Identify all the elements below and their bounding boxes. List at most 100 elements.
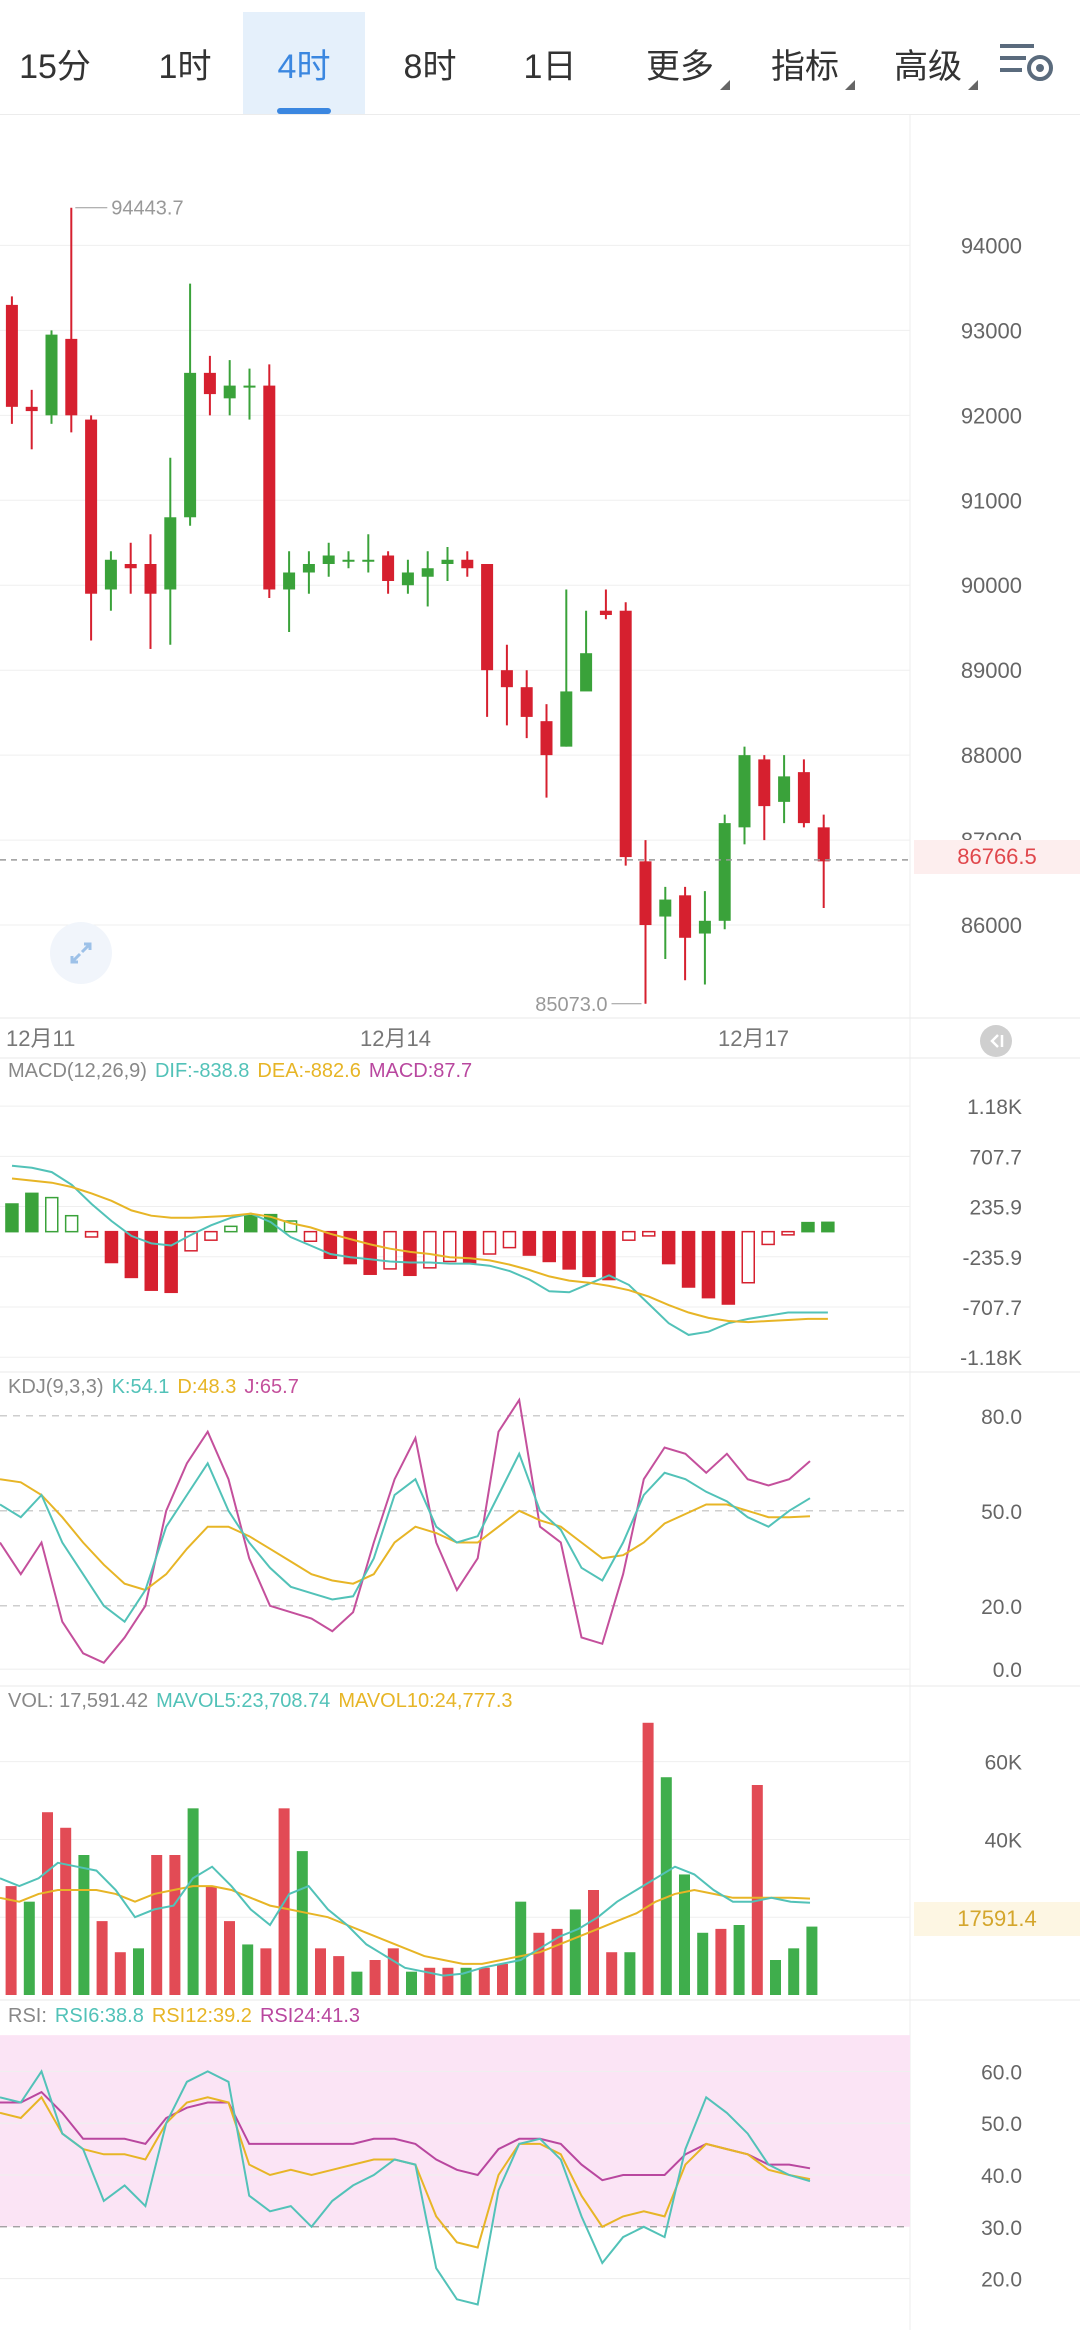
macd-legend: MACD(12,26,9) DIF:-838.8 DEA:-882.6 MACD:87…	[8, 1060, 480, 1083]
volume-bar	[679, 1874, 690, 1995]
volume-bar	[224, 1921, 235, 1995]
candle-body	[718, 823, 731, 921]
vol-tick-label: 40K	[985, 1829, 1022, 1852]
macd-histogram-bar	[224, 1225, 238, 1233]
expand-chart-button[interactable]	[50, 922, 112, 984]
tab-8h[interactable]: 8时	[403, 47, 457, 86]
macd-legend-label: MACD(12,26,9)	[8, 1060, 147, 1082]
volume-bar	[715, 1928, 727, 1995]
tab-more[interactable]: 更多	[630, 12, 730, 114]
volume-bar	[606, 1952, 618, 1995]
tab-1d[interactable]: 1日	[523, 47, 577, 86]
macd-legend-macd: MACD:87.7	[368, 1060, 473, 1082]
mavol5-line	[0, 1861, 811, 1977]
volume-bar	[60, 1827, 72, 1995]
rsi-tick-label: 40.0	[981, 2165, 1022, 2188]
price-tick-label: 86000	[961, 913, 1022, 938]
macd-histogram-bar	[661, 1230, 676, 1265]
rsi-legend-rsi24: RSI24:41.3	[259, 2005, 361, 2027]
candle-body	[362, 559, 375, 562]
volume-bar	[315, 1948, 326, 1995]
kdj-legend-k: K:54.1	[111, 1376, 170, 1398]
mavol10-line	[0, 1885, 811, 1965]
candle-body	[679, 895, 692, 938]
volume-bar	[260, 1948, 272, 1995]
macd-histogram-bar	[582, 1230, 596, 1278]
candle-body	[540, 721, 553, 756]
candle-body	[302, 564, 315, 573]
volume-bar	[333, 1956, 345, 1995]
volume-bar	[788, 1948, 800, 1995]
macd-histogram-bar	[502, 1230, 517, 1249]
price-tick-label: 90000	[961, 573, 1022, 598]
rsi-tick-label: 20.0	[981, 2269, 1022, 2292]
volume-bar	[5, 1886, 17, 1995]
tab-15min[interactable]: 15分	[19, 47, 91, 86]
kdj-tick-label: 50.0	[981, 1501, 1022, 1524]
volume-bar	[114, 1952, 126, 1995]
macd-histogram-bar	[303, 1230, 318, 1242]
price-tick-label: 89000	[961, 658, 1022, 683]
candle-body	[481, 564, 494, 671]
macd-histogram-bar	[244, 1214, 258, 1233]
scroll-to-latest-button[interactable]	[980, 1025, 1012, 1057]
volume-bar	[242, 1944, 254, 1995]
candle-body	[263, 385, 276, 590]
time-axis-label: 12月11	[6, 1026, 75, 1051]
candle-body	[461, 559, 474, 569]
macd-dif-line	[11, 1164, 828, 1336]
candle-body	[500, 670, 513, 688]
candle-body	[619, 610, 632, 858]
tab-1h[interactable]: 1时	[158, 47, 212, 86]
volume-bar	[151, 1855, 163, 1995]
volume-bar	[588, 1890, 599, 1995]
macd-histogram-bar	[443, 1230, 457, 1263]
candle-body	[580, 653, 593, 692]
volume-bar	[497, 1963, 508, 1995]
volume-bar	[369, 1960, 381, 1995]
chart-settings-button[interactable]	[998, 36, 1054, 86]
macd-tick-label: -1.18K	[960, 1347, 1022, 1370]
candle-body	[85, 419, 98, 594]
rsi-legend-label: RSI:	[8, 2005, 47, 2027]
tab-4h[interactable]: 4时	[243, 12, 365, 114]
candle-body	[283, 572, 296, 590]
volume-bar	[751, 1785, 763, 1995]
vol-tick-label: 60K	[985, 1752, 1022, 1775]
chevron-down-icon	[720, 80, 730, 90]
candle-body	[342, 559, 355, 562]
macd-histogram-bar	[482, 1230, 497, 1255]
kdj-legend-j: J:65.7	[244, 1376, 299, 1398]
macd-histogram-bar	[602, 1230, 616, 1281]
macd-histogram-bar	[25, 1192, 39, 1233]
tab-indicators[interactable]: 指标	[755, 12, 855, 114]
period-tab-bar: 15分 1时 4时 8时 1日 更多 指标 高级	[0, 0, 1080, 115]
expand-icon	[70, 942, 92, 964]
candle-body	[560, 691, 573, 747]
volume-bar	[424, 1967, 436, 1995]
vol-legend-mavol10: MAVOL10:24,777.3	[338, 1690, 513, 1712]
candle-body	[144, 564, 157, 594]
rsi-tick-label: 60.0	[981, 2061, 1022, 2084]
volume-bar	[624, 1952, 636, 1995]
candle-body	[184, 372, 197, 518]
tab-advanced[interactable]: 高级	[878, 12, 978, 114]
candle-body	[758, 759, 771, 807]
candle-body	[65, 338, 78, 416]
double-chevron-left-icon	[990, 1034, 1004, 1048]
volume-bar	[733, 1925, 745, 1995]
macd-histogram-bar	[701, 1230, 716, 1299]
kdj-tick-label: 0.0	[993, 1659, 1022, 1682]
candle-body	[243, 385, 256, 388]
price-tick-label: 91000	[961, 488, 1022, 513]
vol-legend: VOL: 17,591.42 MAVOL5:23,708.74 MAVOL10:24…	[8, 1690, 521, 1713]
candle-body	[639, 861, 652, 926]
volume-bar	[770, 1960, 781, 1995]
macd-histogram-bar	[124, 1230, 139, 1279]
active-tab-indicator	[277, 108, 331, 114]
high-price-label: 94443.7	[111, 198, 183, 220]
macd-histogram-bar	[164, 1230, 178, 1294]
rsi6-line	[0, 2069, 811, 2306]
macd-histogram-bar	[781, 1230, 795, 1236]
